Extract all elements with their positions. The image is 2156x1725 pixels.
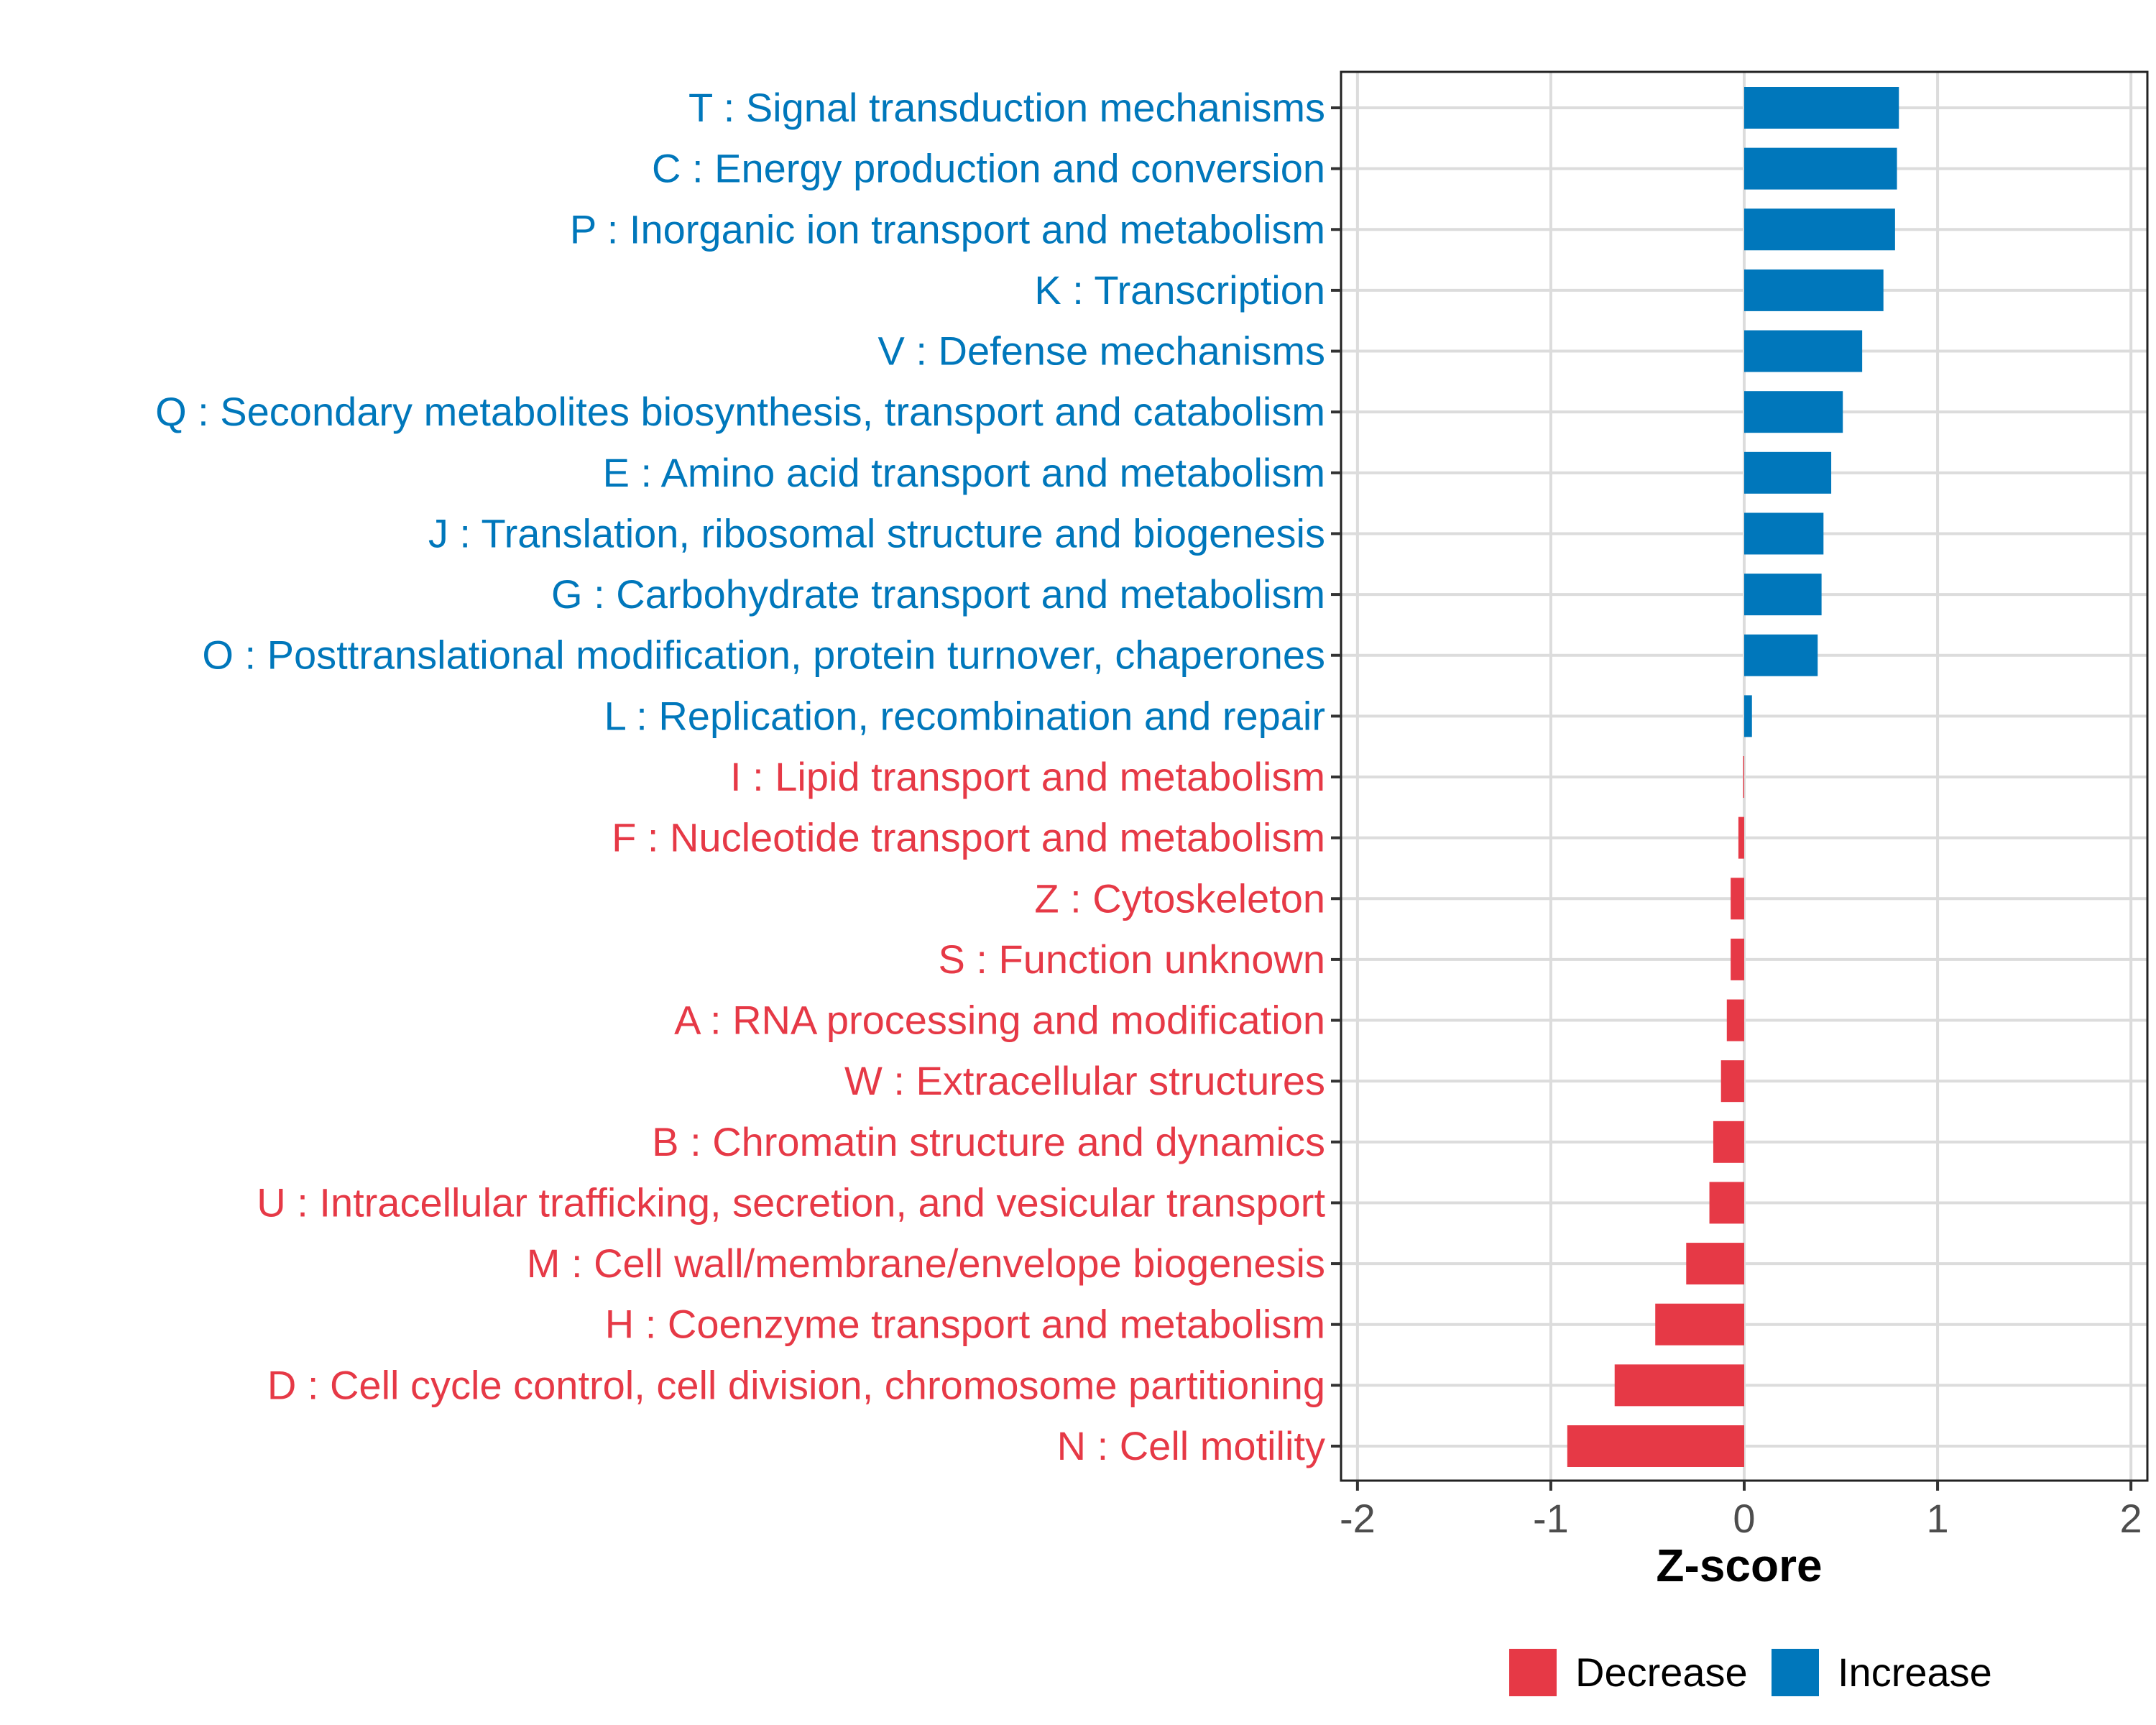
bar <box>1744 451 1832 494</box>
bar <box>1744 87 1899 129</box>
x-tick-label: -2 <box>1340 1496 1376 1541</box>
category-label: L : Replication, recombination and repai… <box>604 693 1325 738</box>
bar <box>1738 816 1744 859</box>
bar <box>1744 574 1822 616</box>
category-label: T : Signal transduction mechanisms <box>688 85 1325 130</box>
x-tick-label: 2 <box>2120 1496 2142 1541</box>
bar <box>1744 330 1863 372</box>
bars <box>1567 87 1899 1467</box>
legend-swatch-decrease <box>1509 1649 1557 1696</box>
x-axis-title: Z-score <box>1656 1540 1822 1591</box>
bar <box>1744 695 1752 737</box>
bar <box>1713 1121 1744 1163</box>
bar <box>1743 756 1744 798</box>
bar <box>1731 938 1744 980</box>
category-label: C : Energy production and conversion <box>652 146 1325 191</box>
bar <box>1726 999 1744 1041</box>
category-label: W : Extracellular structures <box>844 1058 1325 1103</box>
bar <box>1614 1364 1744 1407</box>
y-axis-labels: T : Signal transduction mechanisms C : En… <box>155 85 1341 1468</box>
legend-label-increase: Increase <box>1838 1650 1992 1695</box>
category-label: I : Lipid transport and metabolism <box>730 754 1325 799</box>
category-label: K : Transcription <box>1034 267 1325 313</box>
bar <box>1720 1060 1744 1103</box>
category-label: B : Chromatin structure and dynamics <box>652 1119 1325 1164</box>
legend-label-decrease: Decrease <box>1575 1650 1748 1695</box>
category-label: O : Posttranslational modification, prot… <box>202 632 1325 678</box>
category-label: U : Intracellular trafficking, secretion… <box>257 1179 1325 1225</box>
category-label: H : Coenzyme transport and metabolism <box>605 1302 1325 1347</box>
category-label: J : Translation, ribosomal structure and… <box>428 510 1325 556</box>
x-tick-label: 1 <box>1926 1496 1948 1541</box>
bar <box>1744 391 1843 433</box>
bar <box>1655 1303 1744 1346</box>
bar <box>1567 1425 1744 1467</box>
bar <box>1686 1243 1744 1285</box>
bar <box>1744 269 1884 311</box>
category-label: P : Inorganic ion transport and metaboli… <box>570 206 1325 252</box>
category-label: N : Cell motility <box>1057 1423 1325 1468</box>
x-tick-label: 0 <box>1733 1496 1755 1541</box>
bar <box>1744 208 1895 251</box>
category-label: D : Cell cycle control, cell division, c… <box>267 1362 1325 1407</box>
bar <box>1744 634 1818 676</box>
category-label: V : Defense mechanisms <box>878 328 1325 374</box>
category-label: S : Function unknown <box>938 937 1325 982</box>
category-label: G : Carbohydrate transport and metabolis… <box>551 571 1325 617</box>
bar <box>1731 878 1744 920</box>
category-label: E : Amino acid transport and metabolism <box>603 450 1325 495</box>
category-label: A : RNA processing and modification <box>674 998 1325 1043</box>
x-axis-ticks: -2 -1 0 1 2 <box>1340 1481 2142 1541</box>
bar <box>1744 512 1824 555</box>
category-label: M : Cell wall/membrane/envelope biogenes… <box>527 1241 1325 1286</box>
bar <box>1744 147 1897 190</box>
legend-swatch-increase <box>1772 1649 1819 1696</box>
category-label: Z : Cytoskeleton <box>1034 875 1325 921</box>
x-tick-label: -1 <box>1533 1496 1569 1541</box>
legend: Decrease Increase <box>1509 1649 1992 1696</box>
bar <box>1709 1182 1744 1224</box>
category-label: Q : Secondary metabolites biosynthesis, … <box>155 389 1325 434</box>
category-label: F : Nucleotide transport and metabolism <box>612 815 1325 860</box>
